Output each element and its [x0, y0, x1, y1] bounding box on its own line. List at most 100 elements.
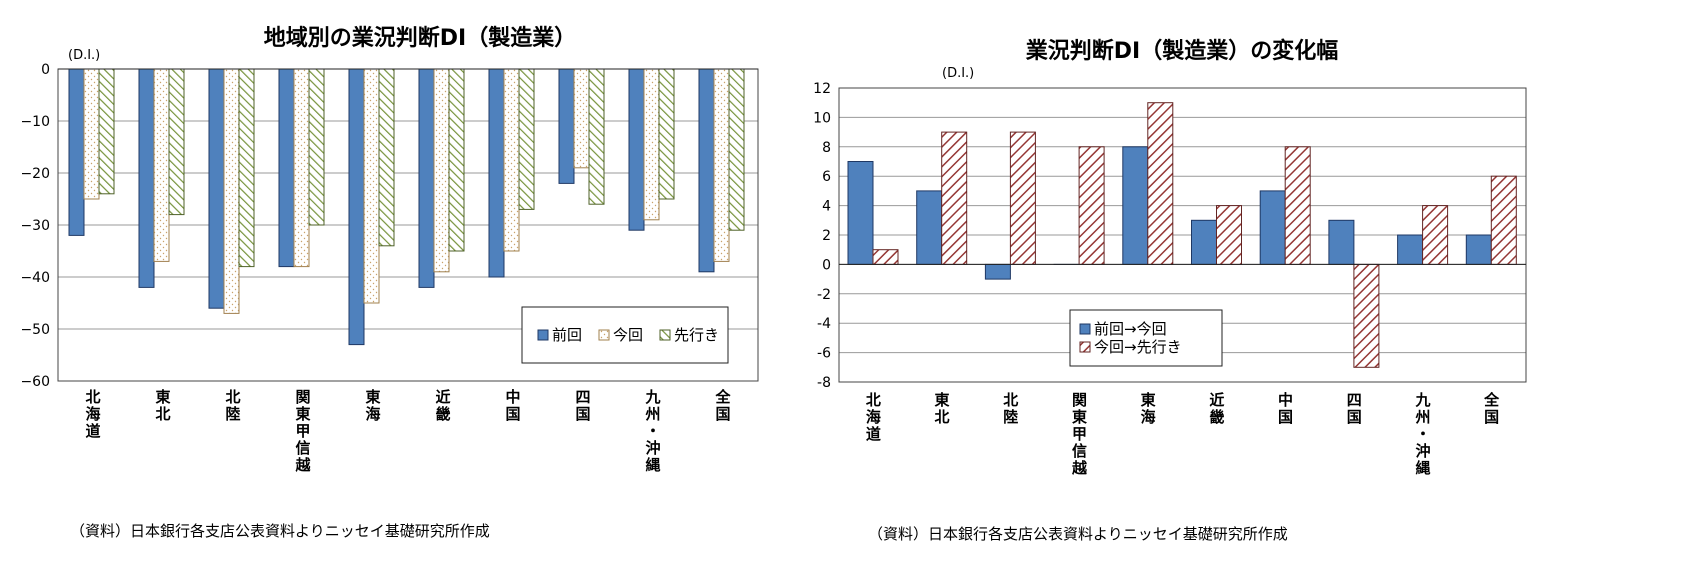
y-tick-label: 8 — [822, 140, 831, 156]
bar-cat-3-series-1 — [1078, 146, 1105, 265]
y-tick-label: 2 — [822, 228, 831, 244]
bar-cat-6-series-0 — [488, 68, 505, 278]
y-tick-label: -6 — [817, 346, 831, 362]
category-label: 東海 — [1141, 391, 1156, 426]
bar-cat-0-series-2 — [98, 68, 115, 195]
legend-label: 今回→先行き — [1094, 338, 1182, 356]
bar-cat-2-series-0 — [984, 263, 1011, 280]
category-label: 関東甲信越 — [294, 388, 311, 474]
bar-cat-1-series-1 — [153, 68, 170, 262]
bar-cat-4-series-1 — [363, 68, 380, 304]
category-label: 関東甲信越 — [1071, 391, 1088, 477]
bar-cat-0-series-1 — [872, 249, 899, 265]
bar-cat-7-series-0 — [1328, 219, 1355, 265]
bar-cat-0-series-1 — [83, 68, 100, 200]
category-label: 中国 — [505, 388, 520, 423]
bar-cat-8-series-2 — [658, 68, 675, 200]
bar-cat-5-series-1 — [433, 68, 450, 273]
legend-swatch — [537, 329, 549, 341]
y-tick-label: -4 — [817, 316, 831, 332]
legend-box — [521, 306, 729, 364]
category-label: 北陸 — [225, 388, 240, 423]
source-note: （資料）日本銀行各支店公表資料よりニッセイ基礎研究所作成 — [868, 525, 1288, 543]
y-tick-label: −60 — [20, 374, 50, 390]
y-tick-label: -8 — [817, 375, 831, 391]
category-label: 東北 — [155, 388, 170, 423]
bar-cat-3-series-0 — [278, 68, 295, 268]
legend-label: 今回 — [613, 326, 643, 344]
y-tick-label: -2 — [817, 287, 831, 303]
bar-cat-4-series-1 — [1147, 102, 1174, 265]
y-tick-label: −10 — [20, 114, 50, 130]
bar-cat-7-series-1 — [1353, 263, 1380, 368]
bar-cat-3-series-2 — [308, 68, 325, 226]
bar-cat-1-series-1 — [941, 131, 968, 265]
bar-cat-6-series-0 — [1259, 190, 1286, 265]
bar-cat-4-series-0 — [348, 68, 365, 346]
bar-cat-6-series-1 — [1284, 146, 1311, 265]
bar-cat-8-series-0 — [1397, 234, 1424, 265]
category-label: 近畿 — [435, 388, 450, 423]
chart-title: 業況判断DI（製造業）の変化幅 — [1025, 39, 1339, 64]
category-label: 東北 — [935, 391, 950, 426]
bar-cat-9-series-1 — [713, 68, 730, 262]
y-axis-unit-label: (D.I.) — [68, 48, 101, 63]
bar-cat-1-series-0 — [138, 68, 155, 288]
y-tick-label: 10 — [813, 110, 831, 126]
bar-cat-1-series-2 — [168, 68, 185, 216]
chart-panel-right: 業況判断DI（製造業）の変化幅 (D.I.) 12 10 8 6 4 2 0 -2 -4 -6 -8… — [813, 0, 1703, 571]
legend-swatch — [1079, 341, 1091, 353]
y-tick-label: −20 — [20, 166, 50, 182]
category-label: 北海道 — [866, 391, 881, 443]
bar-cat-5-series-1 — [1216, 205, 1242, 265]
bar-cat-6-series-2 — [518, 68, 535, 210]
bar-cat-7-series-1 — [573, 68, 590, 169]
bar-cat-9-series-2 — [728, 68, 745, 231]
bar-cat-2-series-0 — [208, 68, 225, 309]
y-tick-label: 6 — [822, 169, 831, 185]
legend-label: 前回 — [552, 326, 582, 344]
bar-cat-8-series-1 — [643, 68, 660, 221]
y-tick-label: 4 — [822, 199, 831, 215]
y-axis-unit-label: (D.I.) — [942, 66, 975, 81]
bar-cat-7-series-2 — [588, 68, 605, 205]
bar-cat-5-series-0 — [1191, 219, 1217, 265]
bar-cat-3-series-1 — [293, 68, 310, 268]
category-label: 四国 — [1347, 391, 1362, 426]
bar-chart-right: 12 10 8 6 4 2 0 -2 -4 -6 -8 北海道 東北 北陸 関東甲信越 東海 近畿 中国 四国 九州・… — [813, 81, 1527, 477]
chart-panel-left: 地域別の業況判断DI（製造業） (D.I.) 0 −10 −20 −30 −40 −50 −… — [0, 0, 840, 571]
y-tick-label: 12 — [813, 81, 831, 97]
bar-cat-2-series-1 — [1009, 131, 1036, 265]
legend-swatch — [659, 329, 671, 341]
plot-area-border — [838, 87, 1527, 383]
legend-swatch — [1079, 323, 1091, 335]
y-tick-label: −40 — [20, 270, 50, 286]
bar-cat-2-series-1 — [223, 68, 240, 314]
bar-cat-7-series-0 — [558, 68, 575, 184]
bar-cat-9-series-0 — [1465, 234, 1492, 265]
y-tick-label: 0 — [41, 62, 50, 78]
bar-cat-9-series-1 — [1490, 175, 1517, 265]
y-tick-label: −30 — [20, 218, 50, 234]
bar-cat-8-series-0 — [628, 68, 645, 231]
bar-cat-9-series-0 — [698, 68, 715, 273]
category-label: 近畿 — [1209, 391, 1224, 426]
chart-title: 地域別の業況判断DI（製造業） — [263, 26, 577, 51]
category-label: 九州・沖縄 — [1414, 391, 1430, 477]
bar-cat-1-series-0 — [916, 190, 943, 265]
legend-swatch — [598, 329, 610, 341]
legend-label: 先行き — [674, 326, 719, 344]
bar-cat-0-series-0 — [847, 161, 874, 265]
bar-cat-4-series-0 — [1122, 146, 1149, 265]
category-label: 全国 — [1483, 391, 1500, 426]
category-label: 全国 — [714, 388, 731, 423]
legend-box — [1069, 309, 1223, 367]
bar-chart-left: 0 −10 −20 −30 −40 −50 −60 北海道 東北 北陸 関東甲信越 東海 近畿 中国 四国 九… — [20, 62, 759, 474]
bar-cat-4-series-2 — [378, 68, 395, 247]
y-tick-label: −50 — [20, 322, 50, 338]
source-note: （資料）日本銀行各支店公表資料よりニッセイ基礎研究所作成 — [70, 522, 490, 540]
category-label: 中国 — [1278, 391, 1293, 426]
bar-cat-2-series-2 — [238, 68, 255, 268]
category-label: 北陸 — [1003, 391, 1018, 426]
category-label: 九州・沖縄 — [644, 388, 660, 474]
